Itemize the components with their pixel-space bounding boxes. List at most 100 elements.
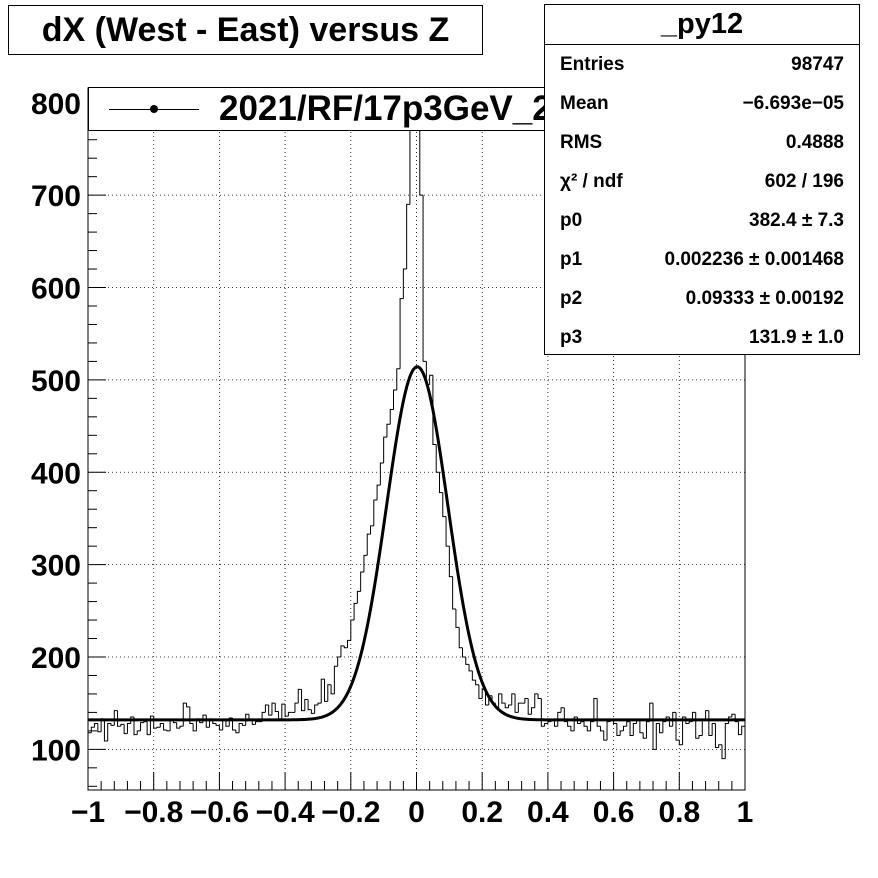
histogram-bin [662, 721, 667, 733]
x-tick-label: −0.4 [255, 796, 315, 829]
histogram-bin [287, 711, 292, 717]
histogram-bin [468, 664, 473, 672]
histogram-bin [553, 719, 558, 727]
histogram-bin [452, 576, 456, 610]
histogram-bin [333, 665, 338, 694]
stat-value: 382.4 ± 7.3 [749, 209, 844, 231]
histogram-bin [133, 717, 138, 736]
histogram-bin [507, 704, 512, 708]
histogram-bin [297, 688, 302, 704]
histogram-bin [146, 721, 151, 736]
histogram-bin [337, 656, 341, 667]
histogram-bin [330, 684, 335, 695]
stat-value: 0.4888 [785, 131, 844, 153]
axes: −1 −0.8 −0.6 −0.4 −0.2 0 0.2 0.4 0.6 0.8 1 100 200 30… [31, 88, 753, 829]
stat-row-rms: RMS 0.4888 [560, 123, 844, 162]
histogram-bin [596, 698, 601, 727]
histogram-bin [606, 721, 611, 741]
histogram-bin [655, 722, 660, 750]
histogram-bin [678, 740, 683, 746]
histogram-bin [672, 711, 677, 727]
histogram-bin [304, 698, 309, 711]
histogram-bin [225, 719, 230, 727]
histogram-bin [218, 725, 223, 731]
histogram-bin [353, 602, 358, 621]
histogram-bin [438, 472, 443, 494]
histogram-bin [317, 702, 322, 706]
x-tick-label: −0.6 [190, 796, 249, 829]
histogram-bin [675, 712, 680, 741]
y-tick-label: 800 [31, 88, 81, 121]
histogram-bin [544, 722, 548, 727]
histogram-bin [429, 374, 433, 385]
histogram-bin [271, 702, 276, 716]
histogram-bin [347, 639, 351, 648]
histogram-bin [238, 722, 243, 733]
histogram-bin [314, 704, 318, 714]
histogram-bin [724, 722, 729, 759]
histogram-bin [383, 436, 387, 464]
histogram-bin [363, 554, 368, 573]
histogram-bin [659, 723, 663, 734]
histogram-bin [445, 516, 450, 547]
histogram-bin [534, 693, 539, 708]
histogram-bin [120, 723, 125, 727]
y-tick-label: 200 [31, 642, 81, 675]
histogram-bin [514, 693, 519, 713]
histogram-bin [235, 729, 240, 734]
stat-row-p0: p0 382.4 ± 7.3 [560, 201, 844, 240]
histogram-bin [682, 716, 686, 745]
fit-curve-line [88, 365, 745, 722]
stats-box: _py12 Entries 98747 Mean −6.693e−05 RMS … [544, 4, 860, 355]
histogram-bin [379, 462, 384, 486]
histogram-bin [540, 698, 545, 727]
histogram-bin [570, 726, 575, 732]
stat-label: RMS [560, 131, 603, 153]
fit-curve [88, 365, 745, 722]
histogram-bin [737, 721, 742, 736]
histogram-bin [511, 693, 516, 706]
histogram-bin [255, 721, 259, 725]
histogram-bin [389, 408, 394, 425]
histogram-bin [189, 706, 194, 724]
y-tick-label: 100 [31, 734, 81, 767]
histogram-bin [422, 195, 427, 362]
histogram-bin [714, 723, 719, 749]
histogram-bin [442, 492, 447, 518]
histogram-bin [320, 678, 325, 704]
histogram-bin [530, 707, 535, 715]
histogram-bin [498, 693, 502, 708]
histogram-bin [461, 647, 466, 658]
histogram-bin [307, 699, 312, 711]
histogram-bin [156, 726, 161, 729]
histogram-bin [284, 704, 289, 717]
histogram-bin [268, 705, 272, 716]
histogram-bin [580, 721, 585, 724]
histogram-bin [547, 721, 552, 724]
histogram-bin [179, 725, 184, 729]
histogram-bin [232, 717, 236, 731]
histogram-bin [94, 722, 98, 728]
histogram-bin [103, 718, 108, 742]
histogram-bin [327, 684, 332, 702]
histogram-bin [557, 711, 562, 727]
histogram-bin [435, 444, 440, 473]
y-tick-label: 400 [31, 457, 81, 490]
histogram-bin [340, 645, 345, 657]
histogram-bin [537, 693, 542, 700]
histogram-bin [350, 619, 355, 641]
histogram-bin [504, 703, 509, 709]
histogram-bin [560, 707, 565, 713]
histogram-bin [455, 608, 460, 628]
histogram-bin [501, 693, 506, 704]
histogram-bin [117, 710, 121, 727]
histogram-bin [192, 723, 197, 732]
histogram-bin [245, 713, 249, 726]
stat-row-chi2: χ² / ndf 602 / 196 [560, 162, 844, 201]
histogram-bin [645, 721, 650, 739]
histogram-bin [639, 719, 644, 734]
histogram-bin [343, 645, 348, 649]
histogram-bin [123, 724, 128, 735]
stat-label: χ² / ndf [560, 170, 623, 192]
stat-label: Mean [560, 92, 609, 114]
